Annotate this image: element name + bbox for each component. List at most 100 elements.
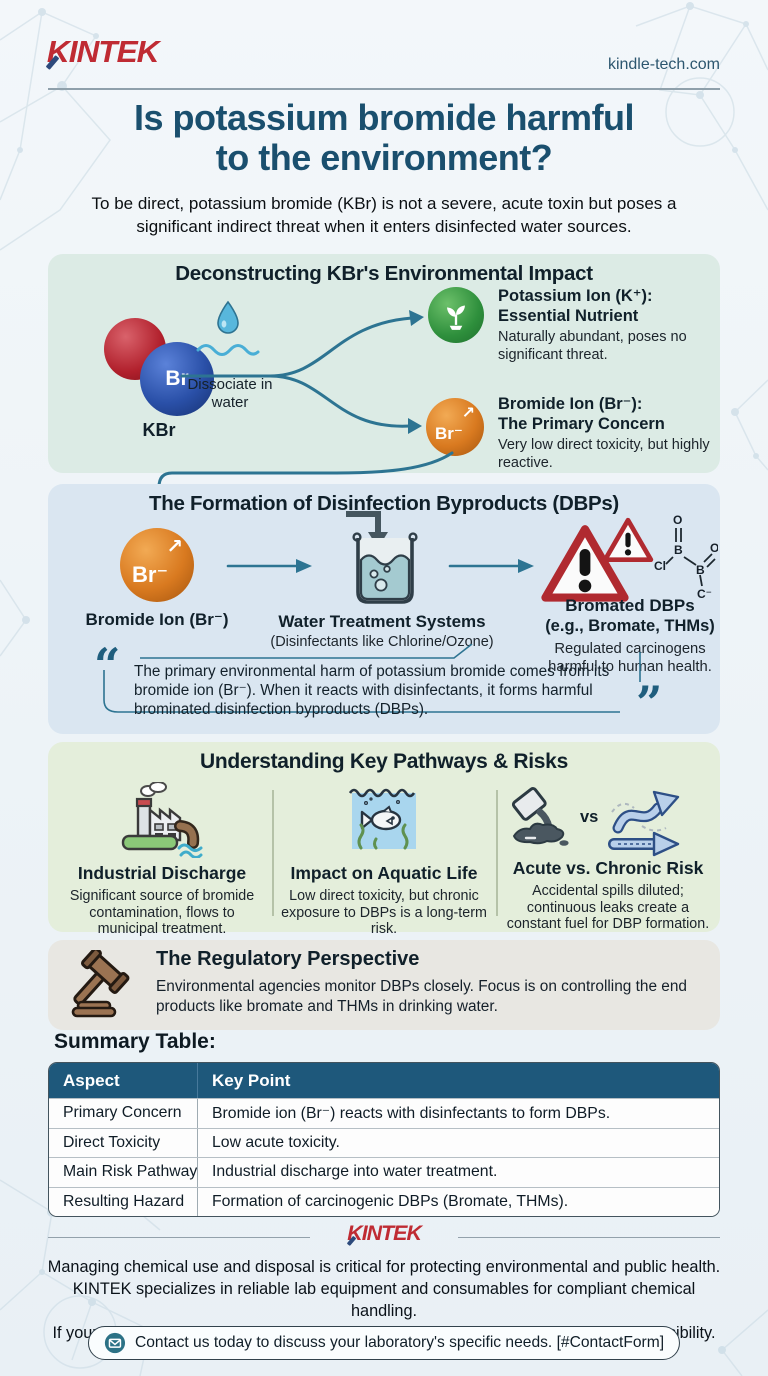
summary-table: Aspect Key Point Primary Concern Bromide… [48, 1062, 720, 1217]
table-row: Primary Concern Bromide ion (Br⁻) reacts… [49, 1098, 719, 1128]
molecule-atom-b2: B [696, 563, 705, 577]
flow-arrow [226, 559, 312, 573]
table-cell-aspect: Main Risk Pathway [63, 1163, 198, 1181]
water-treatment-beaker-icon [346, 511, 418, 604]
footer-brand-text: KINTEK [347, 1222, 422, 1245]
chronic-flow-arrows-icon [608, 790, 680, 857]
up-right-arrow-icon: ↗ [461, 405, 475, 422]
water-waves-icon [196, 344, 260, 356]
column-acute-chronic: vs Acute vs. Chronic Risk Accidental spi… [504, 782, 712, 933]
brand-logo[interactable]: KINTEK [45, 34, 160, 70]
website-link[interactable]: kindle-tech.com [607, 56, 720, 73]
summary-table-heading: Summary Table: [54, 1030, 216, 1053]
flow-arrow [448, 559, 534, 573]
column-desc: Accidental spills diluted; continuous le… [506, 883, 710, 932]
page-title-line1: Is potassium bromide harmful [133, 97, 635, 138]
bromine-atom-label: Br [165, 367, 189, 390]
step1-label: Bromide Ion (Br⁻) [85, 610, 229, 629]
column-divider [496, 790, 498, 916]
potassium-title-2: Essential Nutrient [498, 307, 639, 325]
footer-divider-right [458, 1237, 720, 1238]
close-quote-mark: ” [636, 676, 663, 730]
table-row: Direct Toxicity Low acute toxicity. [49, 1127, 719, 1157]
branch-arrows [180, 310, 424, 434]
potassium-title-1: Potassium Ion (K⁺): [498, 287, 653, 305]
vs-label: vs [580, 808, 599, 826]
bromide-ion-text: Br⁻ [132, 562, 169, 587]
table-header-row: Aspect Key Point [49, 1063, 719, 1098]
seedling-icon [447, 305, 465, 330]
table-row: Resulting Hazard Formation of carcinogen… [49, 1186, 719, 1216]
section-environmental-impact: Deconstructing KBr's Environmental Impac… [48, 254, 720, 473]
footer-divider-left [48, 1237, 310, 1238]
dbp-molecule-structure-icon: O B Cl B O C⁻ [654, 513, 718, 601]
envelope-icon [104, 1332, 126, 1354]
step3-desc: Regulated carcinogens harmful to human h… [548, 641, 712, 675]
column-title: Acute vs. Chronic Risk [512, 858, 704, 878]
section4-heading: The Regulatory Perspective [156, 948, 420, 970]
dissociate-label: Dissociate in water [187, 376, 273, 411]
contact-button[interactable]: Contact us today to discuss your laborat… [87, 1326, 681, 1360]
bromide-ion-circle-large: Br⁻ ↗ [120, 528, 194, 602]
bromide-ion-text: Br⁻ [435, 424, 463, 443]
factory-icon [121, 781, 203, 859]
column-aquatic-life: Impact on Aquatic Life Low direct toxici… [280, 782, 488, 938]
fish-underwater-icon [348, 788, 416, 850]
footer-line: Managing chemical use and disposal is cr… [47, 1258, 721, 1276]
section-dbp-formation: The Formation of Disinfection Byproducts… [48, 484, 720, 734]
quote-text: The primary environmental harm of potass… [134, 663, 610, 718]
table-cell-aspect: Resulting Hazard [63, 1192, 185, 1210]
open-quote-mark: “ [94, 638, 121, 692]
bromide-title-2: The Primary Concern [498, 415, 665, 433]
step2-sublabel: (Disinfectants like Chlorine/Ozone) [270, 634, 494, 650]
page-title: Is potassium bromide harmful to the envi… [64, 98, 704, 178]
warning-triangles-icon [541, 517, 654, 602]
section-pathways-risks: Understanding Key Pathways & Risks Ind [48, 742, 720, 937]
column-desc: Low direct toxicity, but chronic exposur… [281, 888, 487, 937]
molecule-atom-o2: O [710, 541, 718, 555]
table-cell-keypoint: Formation of carcinogenic DBPs (Bromate,… [197, 1187, 719, 1216]
section-regulatory: The Regulatory Perspective Environmental… [48, 940, 720, 1030]
molecule-atom-b1: B [674, 543, 683, 557]
footer-line: KINTEK specializes in reliable lab equip… [72, 1280, 696, 1320]
step2-label: Water Treatment Systems [278, 612, 486, 631]
column-divider [272, 790, 274, 916]
up-right-arrow-icon: ↗ [166, 536, 183, 558]
molecule-atom-cl: Cl [654, 559, 666, 573]
column-desc: Significant source of bromide contaminat… [69, 888, 255, 937]
section3-heading: Understanding Key Pathways & Risks [200, 750, 568, 773]
section2-heading: The Formation of Disinfection Byproducts… [149, 492, 619, 515]
bromide-ion-circle: Br⁻ ↗ [426, 398, 484, 456]
section4-desc: Environmental agencies monitor DBPs clos… [156, 978, 687, 1015]
potassium-desc: Naturally abundant, poses no significant… [498, 329, 687, 363]
potassium-ion-circle [428, 287, 484, 343]
brand-logo-text: KINTEK [46, 34, 160, 69]
intro-paragraph: To be direct, potassium bromide (KBr) is… [91, 194, 677, 236]
table-cell-aspect: Primary Concern [63, 1104, 182, 1122]
step3-label2: (e.g., Bromate, THMs) [545, 617, 715, 635]
molecule-atom-c: C⁻ [697, 587, 712, 601]
chemical-spill-icon [511, 787, 569, 846]
table-cell-keypoint: Industrial discharge into water treatmen… [197, 1158, 719, 1187]
table-cell-keypoint: Low acute toxicity. [197, 1128, 719, 1157]
column-title: Impact on Aquatic Life [290, 863, 478, 883]
molecule-atom-o1: O [673, 513, 682, 527]
page-title-line2: to the environment? [215, 137, 553, 178]
header-divider [48, 88, 720, 90]
footer-brand-logo: KINTEK [346, 1222, 422, 1246]
bromide-title-1: Bromide Ion (Br⁻): [498, 395, 643, 413]
quote-bracket-lines [103, 644, 641, 713]
table-row: Main Risk Pathway Industrial discharge i… [49, 1157, 719, 1187]
contact-button-label: Contact us today to discuss your laborat… [134, 1334, 665, 1351]
column-title: Industrial Discharge [77, 863, 247, 883]
bromide-desc: Very low direct toxicity, but highly rea… [498, 437, 710, 471]
table-cell-keypoint: Bromide ion (Br⁻) reacts with disinfecta… [197, 1099, 719, 1128]
table-header-keypoint: Key Point [197, 1063, 719, 1098]
footer-brand: KINTEK [0, 1222, 768, 1246]
water-drop-icon [217, 300, 239, 334]
gavel-icon [71, 950, 130, 1018]
table-header-aspect: Aspect [63, 1070, 120, 1090]
column-industrial-discharge: Industrial Discharge Significant source … [58, 781, 266, 938]
step3-label: Bromated DBPs [565, 596, 695, 615]
